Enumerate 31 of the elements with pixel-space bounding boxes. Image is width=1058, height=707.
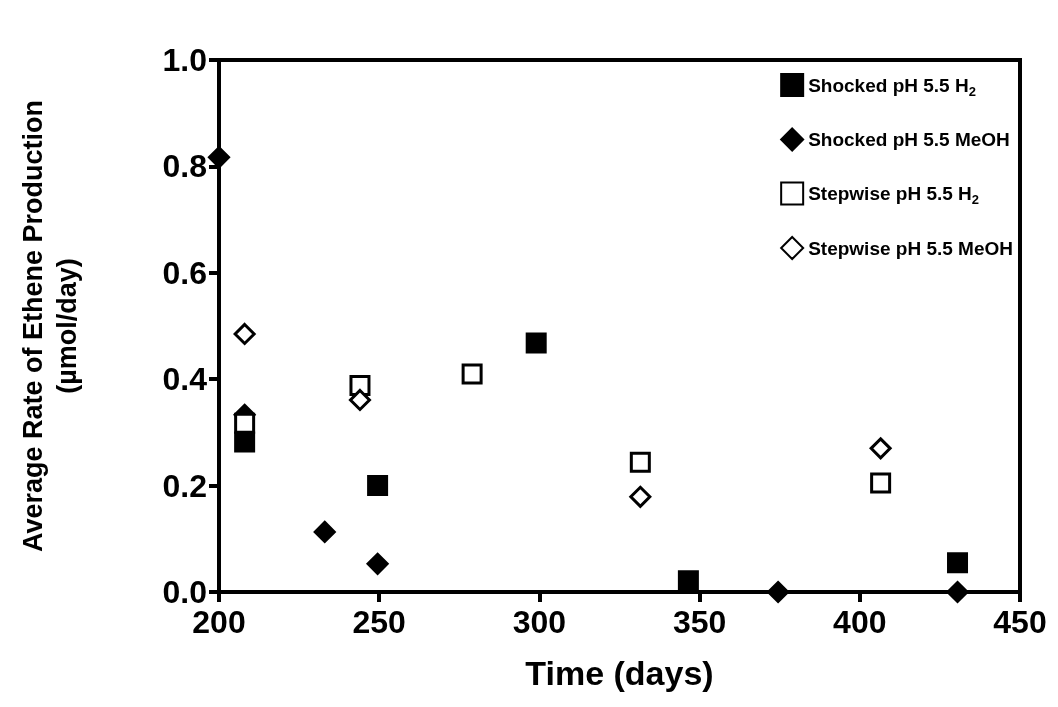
point bbox=[234, 412, 256, 434]
point bbox=[313, 520, 336, 543]
y-tick-label: 0.2 bbox=[162, 467, 207, 504]
x-tick-label: 250 bbox=[352, 604, 406, 640]
x-axis-title: Time (days) bbox=[525, 654, 714, 692]
point bbox=[677, 570, 699, 592]
point bbox=[629, 485, 652, 508]
y-tick-label: 0.4 bbox=[162, 361, 208, 398]
x-tick-label: 350 bbox=[672, 604, 727, 640]
point bbox=[348, 388, 371, 411]
point bbox=[629, 451, 651, 473]
point bbox=[947, 552, 969, 574]
x-tick-label: 400 bbox=[833, 604, 887, 640]
point bbox=[367, 475, 389, 497]
point bbox=[233, 322, 256, 345]
legend-label: Shocked pH 5.5 MeOH bbox=[808, 129, 1010, 150]
point bbox=[946, 581, 969, 603]
x-tick-label: 450 bbox=[993, 604, 1047, 640]
y-tick-label: 0.6 bbox=[162, 254, 207, 291]
point bbox=[366, 552, 389, 575]
x-tick-label: 300 bbox=[512, 604, 567, 640]
point bbox=[208, 146, 230, 169]
y-tick-label: 0.8 bbox=[162, 148, 207, 185]
y-tick-label: 1.0 bbox=[162, 42, 207, 78]
point bbox=[461, 363, 483, 385]
point bbox=[767, 581, 790, 603]
legend-label: Stepwise pH 5.5 MeOH bbox=[808, 237, 1014, 259]
y-axis-title: Average Rate of Ethene Production (µmol/day) bbox=[18, 99, 82, 553]
point bbox=[525, 332, 547, 354]
point bbox=[869, 437, 892, 460]
point bbox=[870, 472, 892, 494]
